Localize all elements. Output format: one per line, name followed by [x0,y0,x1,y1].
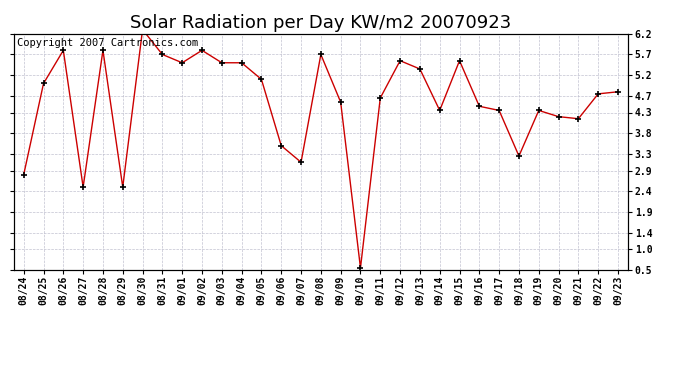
Text: Copyright 2007 Cartronics.com: Copyright 2007 Cartronics.com [17,39,198,48]
Title: Solar Radiation per Day KW/m2 20070923: Solar Radiation per Day KW/m2 20070923 [130,14,511,32]
